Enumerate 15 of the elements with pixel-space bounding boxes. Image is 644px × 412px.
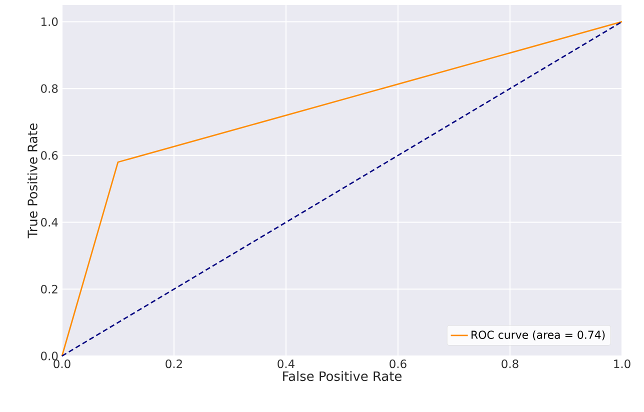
y-axis-title: True Positive Rate xyxy=(27,123,38,238)
x-tick-label: 0.6 xyxy=(390,360,406,368)
x-tick-label: 1.0 xyxy=(614,360,630,368)
x-tick-label: 0.8 xyxy=(502,360,518,368)
x-tick-label: 0.4 xyxy=(278,360,294,368)
x-axis-title: False Positive Rate xyxy=(283,371,402,382)
y-tick-label: 0.4 xyxy=(41,218,58,227)
y-tick-label: 0.2 xyxy=(41,284,58,294)
legend-label: ROC curve (area = 0.74) xyxy=(472,330,605,340)
y-tick-label: 1.0 xyxy=(42,17,58,26)
x-tick-label: 0.2 xyxy=(166,360,182,368)
y-tick-label: 0.6 xyxy=(41,151,58,160)
y-tick-label: 0.8 xyxy=(41,84,58,93)
y-tick-label: 0.0 xyxy=(41,352,58,360)
x-tick-label: 0.0 xyxy=(54,360,70,368)
